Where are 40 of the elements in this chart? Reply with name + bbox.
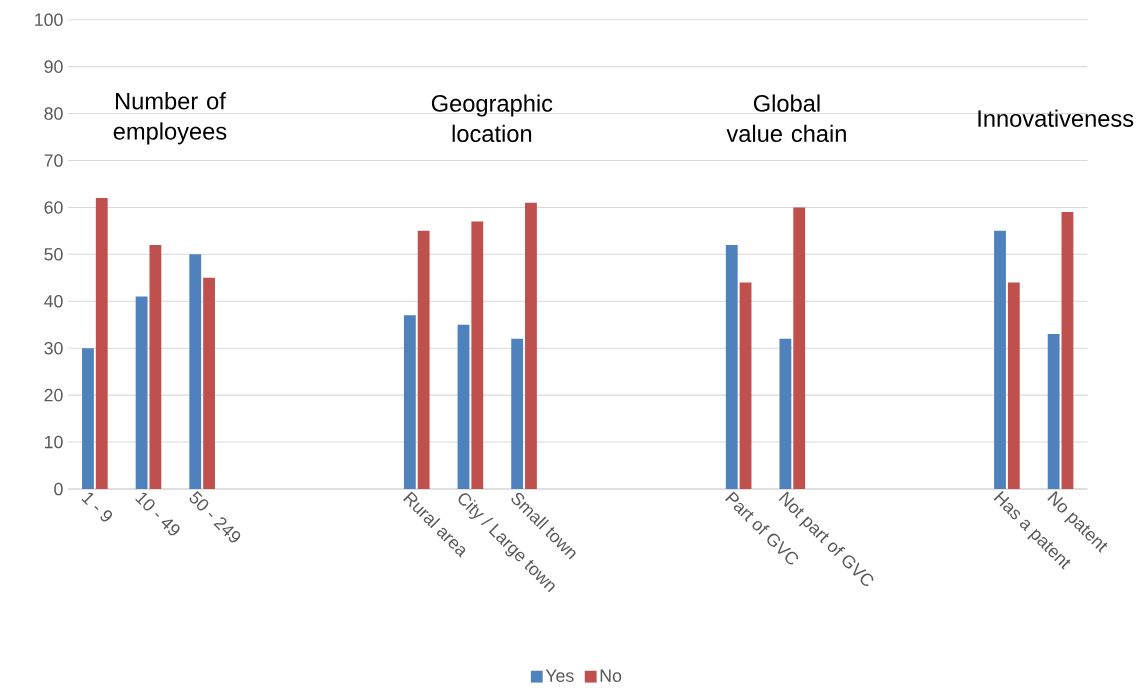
bar: [189, 254, 202, 489]
bar: [471, 221, 484, 489]
bar: [725, 244, 738, 489]
bar: [82, 348, 94, 489]
bar: [403, 315, 416, 489]
annotation: Number of employees: [113, 92, 227, 145]
bar: [511, 338, 524, 489]
annotation: Innovativeness: [978, 109, 1134, 127]
legend-label: Yes: [545, 669, 574, 682]
y-tick-label: 10: [45, 435, 63, 449]
bar: [135, 296, 148, 489]
x-tick-label: 50 - 249: [189, 491, 241, 543]
bar: [149, 244, 162, 489]
annotation: Global value chain: [726, 94, 846, 143]
y-tick-label: 50: [44, 248, 63, 261]
bar: [95, 198, 108, 489]
bar: [779, 338, 792, 489]
bar: [994, 230, 1006, 489]
bar: [1047, 334, 1060, 489]
x-tick-label: 1 - 9: [81, 492, 113, 522]
bar: [1007, 282, 1020, 489]
x-tick-label: 10 - 49: [135, 492, 180, 536]
bar: [525, 202, 537, 489]
y-tick-label: 80: [44, 107, 63, 120]
y-tick-label: 60: [44, 201, 63, 214]
y-tick-label: 90: [44, 60, 63, 73]
bar: [457, 324, 470, 489]
y-tick-label: 70: [44, 154, 63, 167]
bar: [417, 230, 430, 489]
bar: [1061, 212, 1074, 489]
y-tick-label: 100: [35, 13, 63, 26]
y-tick-label: 30: [44, 341, 63, 355]
annotation: Geographic location: [431, 94, 553, 143]
bar: [793, 207, 806, 489]
y-tick-label: 0: [54, 482, 63, 496]
bar: [739, 282, 752, 489]
legend-label: No: [600, 669, 622, 682]
bar: [203, 277, 215, 489]
y-tick-label: 20: [44, 388, 63, 402]
y-tick-label: 40: [44, 294, 63, 308]
